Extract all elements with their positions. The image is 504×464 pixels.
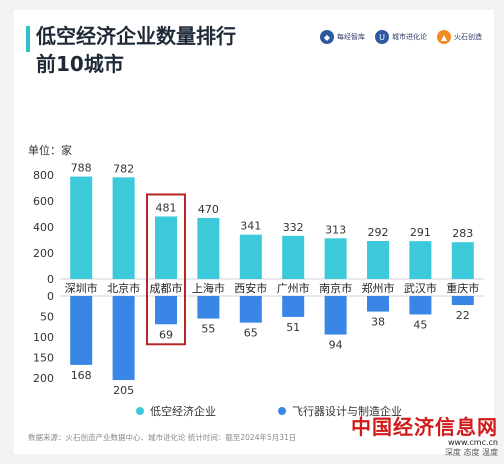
- bottom-bar-value-label: 205: [113, 384, 134, 397]
- top-y-tick-label: 800: [33, 169, 54, 182]
- bottom-bar: [70, 296, 93, 365]
- top-bar: [282, 235, 305, 279]
- bottom-bar-value-label: 94: [329, 339, 343, 352]
- category-label: 南京市: [319, 281, 352, 295]
- unit-label: 单位：家: [28, 144, 72, 157]
- top-y-tick-label: 400: [33, 221, 54, 234]
- bottom-bar: [409, 296, 432, 315]
- top-bar-value-label: 283: [452, 227, 473, 240]
- top-bar-value-label: 292: [368, 226, 389, 239]
- legend-marker-top: [136, 407, 144, 415]
- bottom-bar-value-label: 38: [371, 316, 385, 329]
- category-label: 西安市: [234, 281, 267, 295]
- hscz-logo-icon: ▲: [437, 30, 451, 44]
- bottom-bar: [239, 296, 262, 323]
- mjzk-logo-icon: ◆: [320, 30, 334, 44]
- bottom-y-tick-label: 0: [47, 290, 54, 303]
- bottom-bar-value-label: 45: [413, 318, 427, 331]
- title-line-2: 前10城市: [36, 52, 124, 76]
- title-line-1: 低空经济企业数量排行: [36, 24, 236, 48]
- watermark-url: www.cmc.cn: [447, 438, 498, 447]
- bottom-y-tick-label: 150: [33, 352, 54, 365]
- top-bar-value-label: 291: [410, 226, 431, 239]
- top-bar: [70, 176, 93, 279]
- top-bar: [324, 238, 347, 279]
- top-bar: [451, 242, 474, 279]
- bottom-bar-value-label: 51: [286, 321, 300, 334]
- highlight-box: [146, 193, 186, 346]
- logo-text-hscz: 火石创造: [454, 33, 482, 41]
- data-source-footer: 数据来源：火石创造产业数据中心、城市进化论 统计时间：截至2024年5月31日: [28, 433, 297, 442]
- bottom-bar: [197, 296, 220, 319]
- legend-label-bottom: 飞行器设计与制造企业: [292, 404, 402, 418]
- bottom-bar: [282, 296, 305, 317]
- bottom-bar-value-label: 55: [201, 323, 215, 336]
- watermark: 中国经济信息网 www.cmc.cn 深度 态度 温度: [351, 411, 498, 458]
- bottom-bar: [112, 296, 135, 381]
- legend-marker-bottom: [278, 407, 286, 415]
- category-label: 重庆市: [446, 281, 479, 295]
- bottom-y-tick-label: 50: [40, 311, 54, 324]
- top-bar: [239, 234, 262, 279]
- top-y-tick-label: 600: [33, 195, 54, 208]
- bottom-bar: [451, 296, 474, 306]
- category-label: 深圳市: [65, 281, 98, 295]
- top-bar-value-label: 332: [283, 221, 304, 234]
- top-bar: [112, 177, 135, 279]
- top-bar-value-label: 788: [71, 162, 92, 175]
- legend-label-top: 低空经济企业: [150, 404, 216, 418]
- logo-row: ◆ 每经智库 U 城市进化论 ▲ 火石创造: [320, 30, 482, 44]
- category-label: 成都市: [150, 281, 183, 295]
- chart-title: 低空经济企业数量排行 前10城市: [36, 22, 236, 78]
- bottom-y-tick-label: 100: [33, 331, 54, 344]
- bottom-bar-value-label: 69: [159, 328, 173, 341]
- top-bar-value-label: 341: [240, 220, 261, 233]
- top-bar-value-label: 782: [113, 162, 134, 175]
- logo-csjhl: U 城市进化论: [375, 30, 427, 44]
- category-label: 上海市: [192, 281, 225, 295]
- bottom-bar: [155, 296, 177, 325]
- csjhl-logo-icon: U: [375, 30, 389, 44]
- bottom-bar-value-label: 22: [456, 309, 470, 322]
- top-bar: [409, 241, 432, 279]
- category-label: 郑州市: [362, 281, 395, 295]
- category-label: 武汉市: [404, 281, 437, 295]
- watermark-main: 中国经济信息网: [351, 415, 498, 439]
- logo-mjzk: ◆ 每经智库: [320, 30, 365, 44]
- bottom-bar-value-label: 65: [244, 327, 258, 340]
- top-bar-value-label: 470: [198, 203, 219, 216]
- category-label: 广州市: [277, 281, 310, 295]
- bottom-bar: [367, 296, 389, 312]
- logo-hscz: ▲ 火石创造: [437, 30, 482, 44]
- chart-svg: 800 600 400 200 0 0 50 100 150 200 788 深圳市 168 782 北京市…: [33, 162, 484, 418]
- bottom-bar-value-label: 168: [71, 369, 92, 382]
- top-bar: [367, 241, 389, 279]
- title-accent-bar: [26, 26, 30, 52]
- top-bar: [197, 217, 220, 279]
- bottom-y-tick-label: 200: [33, 372, 54, 385]
- top-y-tick-label: 0: [47, 273, 54, 286]
- category-label: 北京市: [107, 281, 140, 295]
- top-bar: [155, 216, 177, 279]
- watermark-sub: 深度 态度 温度: [444, 448, 498, 457]
- top-bar-value-label: 481: [156, 201, 177, 214]
- logo-text-mjzk: 每经智库: [337, 33, 365, 41]
- top-bar-value-label: 313: [325, 223, 346, 236]
- top-y-tick-label: 200: [33, 247, 54, 260]
- bottom-bar: [324, 296, 347, 335]
- chart-card: 低空经济企业数量排行 前10城市 ◆ 每经智库 U 城市进化论 ▲ 火石创造 单…: [14, 10, 494, 454]
- logo-text-csjhl: 城市进化论: [392, 33, 427, 41]
